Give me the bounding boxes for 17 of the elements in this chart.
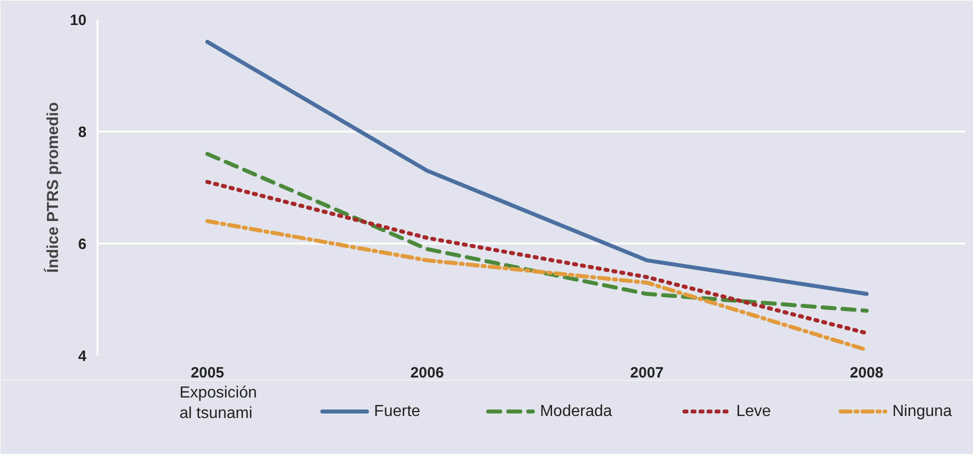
y-axis-title: Índice PTRS promedio xyxy=(42,102,62,273)
legend-label: Fuerte xyxy=(374,403,420,420)
x-tick-label: 2007 xyxy=(630,364,664,382)
legend-title: Exposición al tsunami xyxy=(180,384,257,422)
y-tick-label: 8 xyxy=(78,124,86,141)
y-tick-label: 6 xyxy=(78,236,86,253)
legend-label: Leve xyxy=(736,403,772,420)
x-tick-label: 2005 xyxy=(190,364,224,382)
line-series xyxy=(205,180,869,336)
x-tick-label: 2008 xyxy=(850,364,884,382)
x-tick-label: 2006 xyxy=(410,364,444,382)
legend-label: Moderada xyxy=(540,403,612,420)
y-tick-label: 10 xyxy=(70,12,87,29)
y-tick-label: 4 xyxy=(78,348,88,365)
line-series xyxy=(205,40,869,296)
line-series xyxy=(205,152,869,313)
legend-label: Ninguna xyxy=(892,403,952,420)
